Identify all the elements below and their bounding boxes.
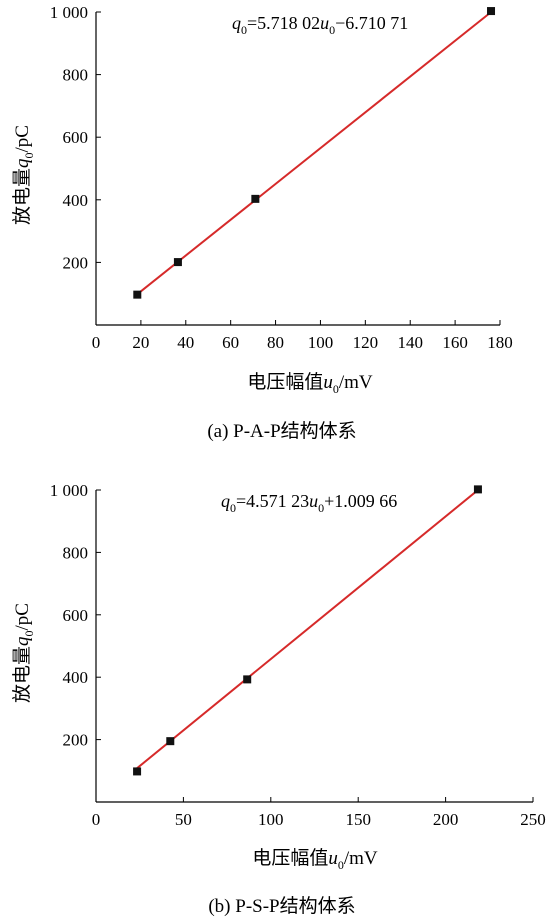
chart-b-caption: (b) P-S-P结构体系 [208, 895, 355, 917]
x-tick-label: 160 [442, 333, 468, 352]
data-point [133, 290, 142, 299]
chart-b-axes [95, 490, 533, 803]
data-point [487, 7, 496, 16]
x-tick-label: 60 [222, 333, 239, 352]
y-tick-label: 200 [63, 253, 89, 272]
data-point [251, 194, 260, 203]
x-tick-label: 120 [353, 333, 379, 352]
x-tick-label: 0 [92, 333, 101, 352]
fit-line [136, 489, 479, 769]
x-tick-label: 0 [92, 810, 101, 829]
x-tick-label: 50 [175, 810, 192, 829]
chart-panel-a: 0 20 40 60 80 100 120 140 160 180 200 400 600 800 1 00… [0, 0, 548, 460]
data-point [173, 258, 182, 267]
y-tick-label: 400 [63, 668, 89, 687]
x-tick-label: 100 [258, 810, 284, 829]
y-tick-label: 800 [63, 66, 89, 85]
y-tick-label: 400 [63, 191, 89, 210]
y-tick-label: 1 000 [50, 3, 88, 22]
data-point [166, 737, 175, 746]
chart-b-equation: q0=4.571 23u0+1.009 66 [221, 491, 397, 515]
y-tick-label: 1 000 [50, 481, 88, 500]
chart-a-ticks: 0 20 40 60 80 100 120 140 160 180 200 400 600 800 1 00… [50, 3, 513, 352]
data-point [473, 485, 482, 494]
y-tick-label: 600 [63, 606, 89, 625]
data-point [243, 675, 252, 684]
y-tick-label: 800 [63, 543, 89, 562]
chart-a-fit-line [136, 11, 492, 295]
chart-a-y-axis-title: 放电量q0/pC [11, 125, 36, 225]
x-tick-label: 100 [308, 333, 334, 352]
chart-b-svg: 0 50 100 150 200 250 200 400 600 800 1 000 q0=4.57… [11, 481, 546, 917]
chart-b-x-axis-title: 电压幅值u0/mV [252, 847, 378, 872]
chart-b-y-axis-title: 放电量q0/pC [11, 603, 36, 703]
chart-a-svg: 0 20 40 60 80 100 120 140 160 180 200 400 600 800 1 00… [11, 3, 513, 442]
y-tick-label: 200 [63, 731, 89, 750]
x-tick-label: 40 [177, 333, 194, 352]
x-tick-label: 20 [132, 333, 149, 352]
chart-a-axes [95, 12, 500, 326]
x-tick-label: 150 [345, 810, 371, 829]
x-tick-label: 140 [397, 333, 423, 352]
chart-panel-b: 0 50 100 150 200 250 200 400 600 800 1 000 q0=4.57… [0, 460, 548, 919]
chart-b-points [133, 485, 482, 776]
y-tick-label: 600 [63, 128, 89, 147]
chart-a-points [133, 7, 496, 299]
data-point [133, 767, 142, 776]
x-tick-label: 180 [487, 333, 513, 352]
chart-a-x-axis-title: 电压幅值u0/mV [247, 371, 373, 396]
chart-b-fit-line [136, 489, 479, 769]
fit-line [136, 11, 492, 295]
x-tick-label: 250 [520, 810, 546, 829]
x-tick-label: 200 [433, 810, 459, 829]
chart-a-equation: q0=5.718 02u0−6.710 71 [232, 13, 408, 37]
chart-b-ticks: 0 50 100 150 200 250 200 400 600 800 1 000 [50, 481, 546, 829]
x-tick-label: 80 [267, 333, 284, 352]
chart-a-caption: (a) P-A-P结构体系 [207, 420, 356, 442]
